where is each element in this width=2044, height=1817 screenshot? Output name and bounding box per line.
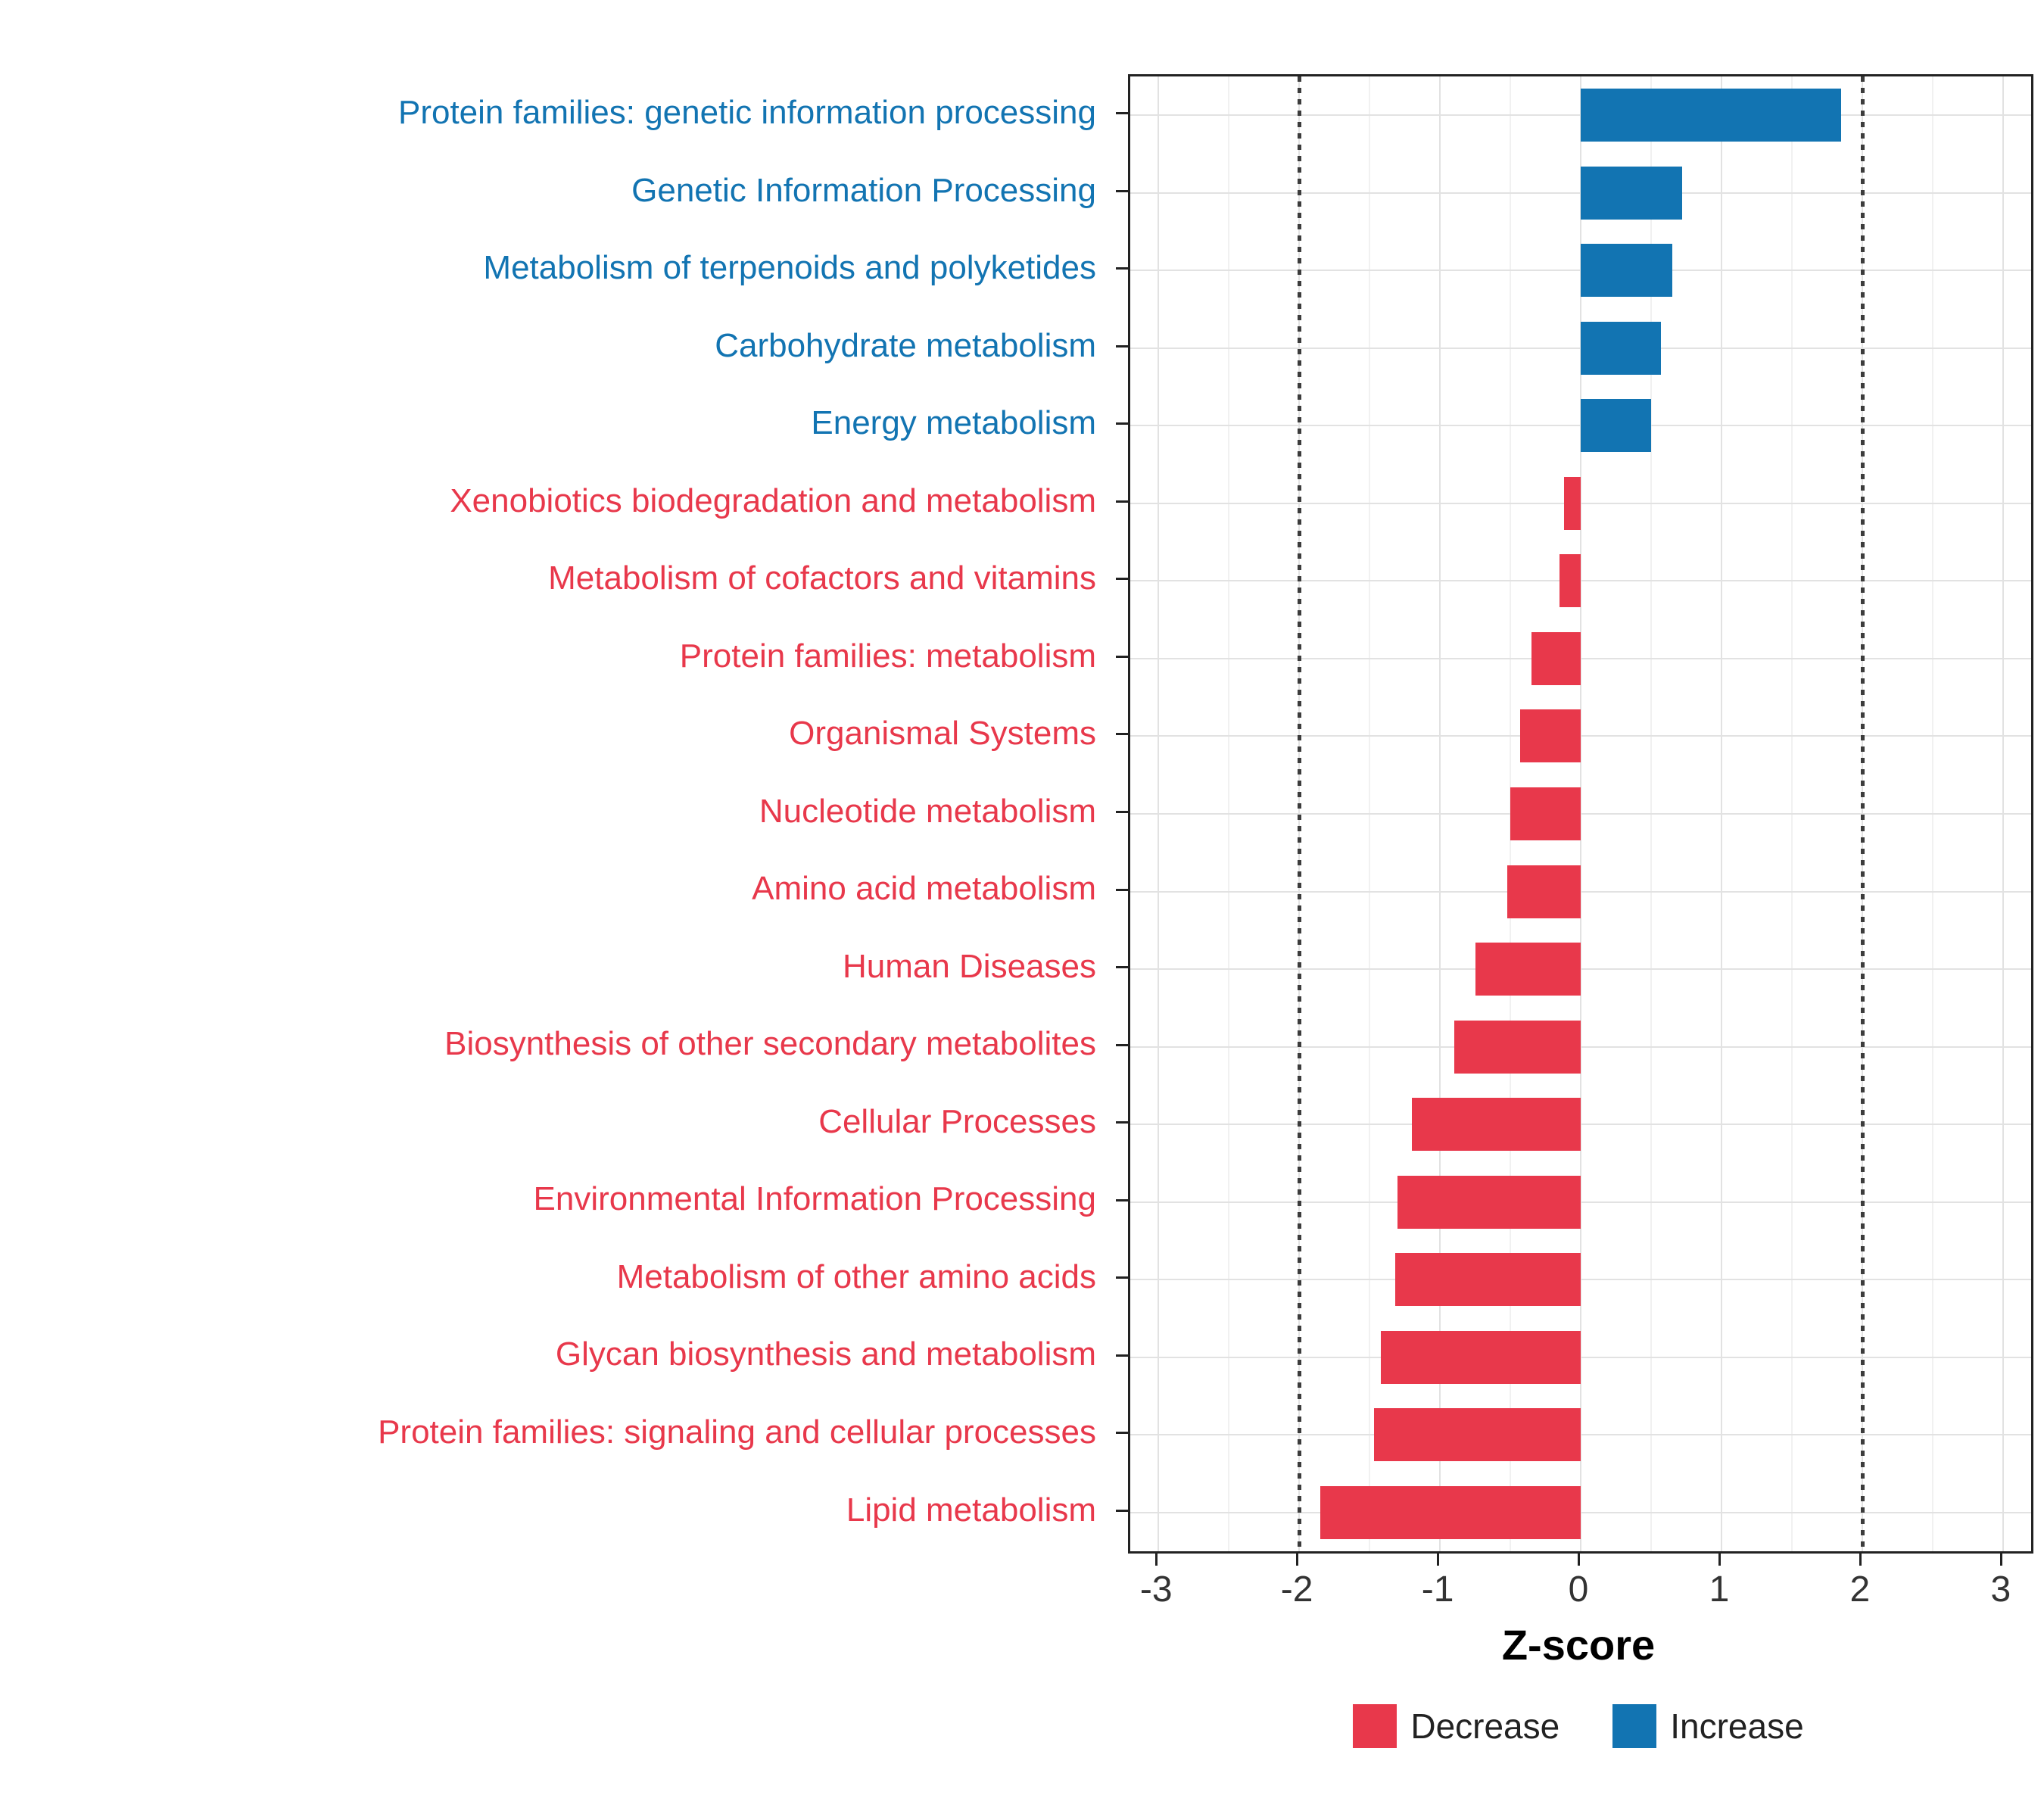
y-tick-mark — [1116, 888, 1128, 891]
bar — [1320, 1485, 1581, 1539]
plot-panel — [1128, 74, 2033, 1554]
bar — [1411, 1098, 1581, 1152]
bar — [1520, 709, 1581, 763]
y-tick-mark — [1116, 733, 1128, 736]
bar — [1581, 321, 1661, 375]
y-tick-mark — [1116, 344, 1128, 348]
x-tick-mark — [1155, 1554, 1158, 1566]
bar — [1510, 787, 1581, 840]
y-tick-mark — [1116, 1509, 1128, 1512]
y-tick-mark — [1116, 267, 1128, 270]
y-tick-mark — [1116, 1198, 1128, 1201]
category-label: Metabolism of other amino acids — [616, 1258, 1096, 1295]
row-gridline — [1130, 1201, 2031, 1203]
x-tick-label: 2 — [1849, 1569, 1871, 1610]
category-label: Amino acid metabolism — [752, 870, 1096, 908]
x-tick-mark — [1296, 1554, 1299, 1566]
y-tick-mark — [1116, 1276, 1128, 1279]
y-tick-mark — [1116, 966, 1128, 969]
category-label: Glycan biosynthesis and metabolism — [555, 1335, 1096, 1373]
category-label: Xenobiotics biodegradation and metabolis… — [450, 482, 1096, 519]
x-tick-label: -1 — [1421, 1569, 1454, 1610]
row-gridline — [1130, 1434, 2031, 1436]
x-tick-mark — [1437, 1554, 1440, 1566]
bar — [1394, 1253, 1581, 1307]
row-gridline — [1130, 657, 2031, 659]
reference-line — [1860, 76, 1865, 1551]
row-gridline — [1130, 1279, 2031, 1281]
y-tick-mark — [1116, 655, 1128, 658]
y-tick-mark — [1116, 1043, 1128, 1046]
x-tick-label: 3 — [1990, 1569, 2011, 1610]
x-tick-label: 0 — [1568, 1569, 1589, 1610]
row-gridline — [1130, 580, 2031, 582]
x-tick-mark — [1718, 1554, 1721, 1566]
category-label: Carbohydrate metabolism — [715, 326, 1096, 364]
legend-label-increase: Increase — [1670, 1706, 1804, 1746]
bar — [1373, 1408, 1581, 1462]
row-gridline — [1130, 502, 2031, 504]
category-label: Energy metabolism — [811, 404, 1096, 442]
row-gridline — [1130, 1356, 2031, 1358]
y-tick-mark — [1116, 578, 1128, 581]
y-tick-mark — [1116, 422, 1128, 425]
category-label: Organismal Systems — [789, 715, 1096, 753]
row-gridline — [1130, 1046, 2031, 1048]
category-label: Nucleotide metabolism — [759, 792, 1096, 830]
y-tick-mark — [1116, 1432, 1128, 1435]
y-tick-mark — [1116, 189, 1128, 192]
row-gridline — [1130, 1511, 2031, 1513]
bar — [1397, 1175, 1581, 1229]
legend-label-decrease: Decrease — [1410, 1706, 1560, 1746]
bar — [1581, 399, 1651, 453]
x-tick-mark — [1859, 1554, 1862, 1566]
category-label: Cellular Processes — [818, 1102, 1096, 1140]
bar — [1581, 89, 1841, 142]
x-tick-mark — [1999, 1554, 2002, 1566]
x-tick-mark — [1578, 1554, 1580, 1566]
y-tick-mark — [1116, 1121, 1128, 1124]
bar — [1531, 631, 1581, 685]
legend: Decrease Increase — [1128, 1696, 2029, 1756]
category-label: Environmental Information Processing — [533, 1180, 1096, 1218]
category-label: Lipid metabolism — [846, 1491, 1096, 1529]
category-label: Metabolism of terpenoids and polyketides — [483, 249, 1096, 287]
y-tick-mark — [1116, 811, 1128, 813]
category-label: Protein families: metabolism — [679, 637, 1096, 675]
row-gridline — [1130, 1124, 2031, 1126]
row-gridline — [1130, 890, 2031, 893]
x-tick-label: -3 — [1139, 1569, 1173, 1610]
category-label: Protein families: genetic information pr… — [397, 94, 1096, 132]
legend-item-increase: Increase — [1612, 1704, 1804, 1748]
bar — [1563, 476, 1581, 530]
bar — [1454, 1020, 1581, 1074]
decrease-swatch — [1353, 1704, 1397, 1748]
x-axis-title: Z-score — [1501, 1621, 1656, 1669]
y-tick-mark — [1116, 500, 1128, 503]
category-label: Biosynthesis of other secondary metaboli… — [444, 1025, 1096, 1063]
bar — [1380, 1330, 1581, 1384]
row-gridline — [1130, 968, 2031, 971]
category-label: Human Diseases — [842, 947, 1096, 985]
category-label: Metabolism of cofactors and vitamins — [548, 559, 1096, 597]
bar — [1559, 554, 1581, 608]
x-tick-label: -2 — [1280, 1569, 1313, 1610]
y-tick-mark — [1116, 1354, 1128, 1357]
x-tick-label: 1 — [1709, 1569, 1730, 1610]
y-tick-mark — [1116, 112, 1128, 115]
row-gridline — [1130, 813, 2031, 815]
category-label: Protein families: signaling and cellular… — [378, 1413, 1096, 1451]
legend-item-decrease: Decrease — [1353, 1704, 1559, 1748]
bar — [1507, 865, 1581, 918]
increase-swatch — [1612, 1704, 1657, 1748]
reference-line — [1298, 76, 1302, 1551]
bar — [1581, 244, 1672, 298]
bar — [1581, 166, 1682, 220]
row-gridline — [1130, 735, 2031, 737]
category-label: Genetic Information Processing — [631, 171, 1096, 209]
bar — [1475, 943, 1581, 996]
